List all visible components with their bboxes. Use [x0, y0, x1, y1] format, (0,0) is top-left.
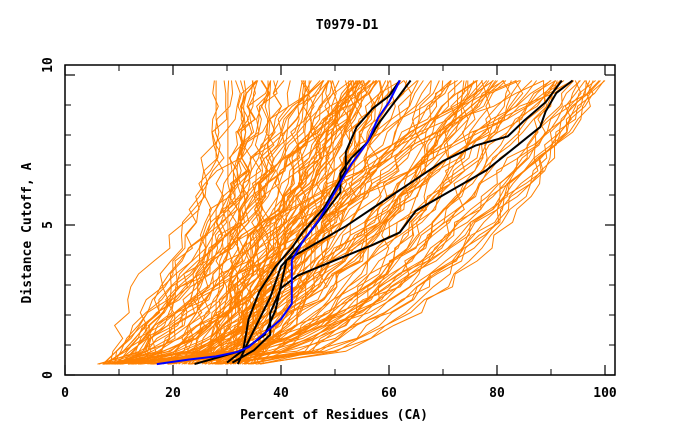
background-model-line [121, 80, 402, 365]
highlighted-model-curves [156, 79, 574, 366]
background-model-line [174, 80, 310, 365]
background-model-line [204, 80, 312, 365]
background-model-line [128, 80, 556, 365]
chart-title: T0979-D1 [316, 18, 379, 33]
background-model-line [220, 80, 562, 365]
background-model-line [187, 80, 458, 365]
background-model-line [188, 80, 558, 365]
background-model-line [113, 80, 368, 365]
background-model-line [178, 80, 375, 365]
x-tick-label: 0 [61, 386, 69, 401]
background-model-line [254, 80, 537, 365]
background-model-line [151, 80, 594, 365]
background-model-line [246, 80, 276, 365]
background-model-line [115, 80, 600, 365]
x-tick-label: 80 [489, 386, 505, 401]
y-tick-label: 5 [41, 221, 56, 229]
background-model-line [113, 80, 497, 365]
background-model-line [112, 80, 241, 365]
background-model-line [119, 80, 452, 365]
background-model-line [111, 80, 507, 365]
background-model-line [135, 80, 270, 365]
black-model-3-line [226, 79, 563, 364]
background-model-line [156, 80, 545, 365]
background-model-line [105, 80, 494, 365]
background-model-line [185, 80, 552, 365]
background-model-line [103, 80, 469, 365]
background-model-line [219, 80, 363, 365]
background-model-line [109, 80, 324, 365]
y-tick-label: 0 [41, 371, 56, 379]
background-model-line [167, 80, 557, 365]
black-model-1-line [194, 79, 401, 366]
x-tick-label: 20 [165, 386, 181, 401]
background-model-line [159, 80, 490, 365]
background-model-line [204, 80, 405, 365]
background-model-line [158, 80, 494, 365]
background-model-line [120, 80, 478, 365]
background-model-line [167, 80, 378, 365]
x-tick-label: 60 [381, 386, 397, 401]
background-model-line [226, 80, 354, 365]
background-model-line [159, 80, 331, 365]
background-model-line [215, 80, 605, 365]
background-model-line [131, 80, 387, 365]
background-model-line [103, 80, 520, 365]
background-model-line [117, 80, 606, 365]
background-model-line [148, 80, 278, 365]
background-model-line [153, 80, 354, 365]
blue-model-line [156, 80, 401, 366]
background-model-line [210, 80, 479, 365]
plot-frame [64, 64, 616, 376]
background-model-line [147, 80, 418, 365]
background-model-line [133, 80, 325, 365]
x-axis-label: Percent of Residues (CA) [240, 408, 428, 423]
background-model-line [229, 80, 498, 365]
background-model-line [205, 80, 424, 365]
black-model-2-line [236, 79, 412, 365]
y-tick-label: 10 [41, 57, 56, 73]
background-model-line [184, 80, 574, 365]
x-tick-label: 40 [273, 386, 289, 401]
background-model-curves [97, 80, 606, 365]
x-tick-label: 100 [593, 386, 617, 401]
background-model-line [184, 80, 228, 365]
background-model-line [259, 80, 587, 365]
background-model-line [216, 80, 596, 365]
background-model-line [138, 80, 591, 365]
background-model-line [106, 80, 234, 365]
y-axis-label: Distance Cutoff, A [20, 162, 35, 303]
background-model-line [131, 80, 475, 365]
background-model-line [122, 80, 452, 365]
background-model-line [115, 80, 303, 365]
background-model-line [120, 80, 580, 365]
background-model-line [259, 80, 522, 365]
background-model-line [244, 80, 524, 365]
axis-ticks: 0 20 40 60 80 100 0 5 10 [41, 57, 617, 401]
background-model-line [217, 80, 561, 365]
